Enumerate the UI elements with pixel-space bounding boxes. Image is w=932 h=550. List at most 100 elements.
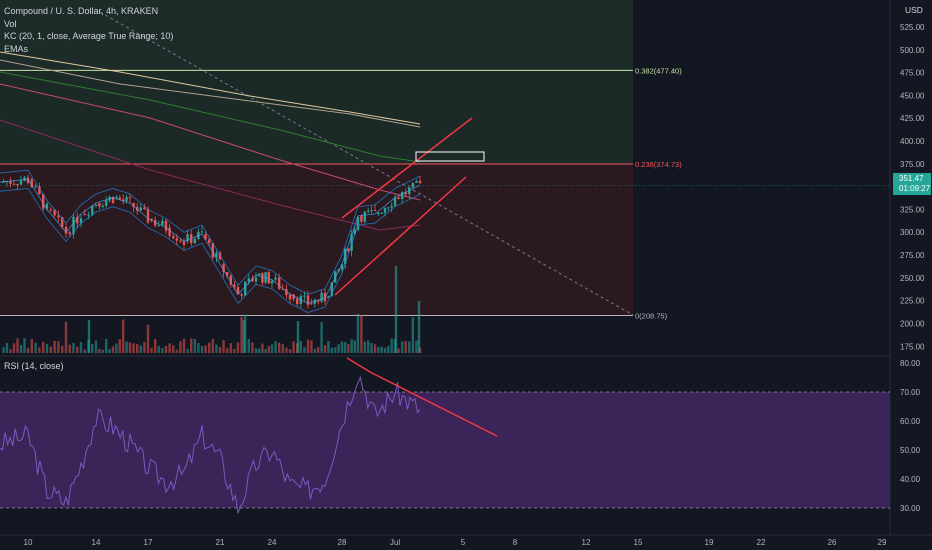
candle-body bbox=[393, 197, 397, 206]
volume-bar bbox=[125, 341, 128, 353]
volume-bar bbox=[172, 345, 175, 353]
volume-bar bbox=[251, 342, 254, 353]
rsi-line bbox=[0, 375, 421, 514]
candle-body bbox=[383, 207, 387, 213]
candle-body bbox=[79, 218, 83, 224]
price-tick-label: 175.00 bbox=[900, 342, 925, 351]
candle-body bbox=[76, 216, 79, 224]
candle-body bbox=[222, 264, 225, 273]
candle-body bbox=[161, 220, 164, 226]
volume-bar bbox=[98, 348, 101, 353]
rsi-divergence-short bbox=[346, 357, 371, 373]
candle-body bbox=[296, 298, 299, 304]
rsi-legend[interactable]: RSI (14, close) bbox=[4, 361, 64, 371]
volume-bar bbox=[303, 347, 306, 353]
volume-bar bbox=[411, 317, 415, 353]
candle-body bbox=[281, 288, 284, 290]
volume-bar bbox=[186, 348, 189, 353]
last-price-tag: 351.47 01:09:27 bbox=[893, 173, 931, 195]
candle-body bbox=[387, 207, 390, 209]
candle-body bbox=[373, 210, 377, 212]
candle-body bbox=[122, 199, 125, 201]
time-tick-label: 29 bbox=[878, 538, 887, 547]
indicator-vol[interactable]: Vol bbox=[4, 18, 17, 29]
volume-bar bbox=[373, 344, 377, 353]
candle-body bbox=[240, 294, 243, 296]
candle-body bbox=[9, 181, 12, 184]
volume-bar bbox=[38, 347, 41, 353]
volume-bar bbox=[101, 349, 104, 353]
volume-bar bbox=[233, 348, 236, 353]
time-tick-label: 22 bbox=[757, 538, 766, 547]
rsi-tick-label: 80.00 bbox=[900, 359, 921, 368]
time-tick-label: 5 bbox=[461, 538, 466, 547]
volume-bar bbox=[264, 349, 267, 353]
rsi-band-fill bbox=[0, 392, 890, 508]
candle-body bbox=[168, 227, 171, 237]
indicator-kc[interactable]: KC (20, 1, close, Average True Range; 10… bbox=[4, 31, 174, 41]
volume-bar bbox=[313, 348, 316, 353]
candle-body bbox=[310, 303, 313, 305]
volume-bar bbox=[380, 346, 383, 353]
volume-bar bbox=[182, 338, 186, 353]
candle-body bbox=[340, 264, 344, 270]
price-tick-label: 450.00 bbox=[900, 91, 925, 100]
candle-body bbox=[251, 278, 254, 282]
volume-bar bbox=[215, 344, 218, 353]
volume-bar bbox=[94, 340, 98, 353]
volume-bar bbox=[288, 349, 292, 353]
candle-body bbox=[367, 210, 370, 212]
volume-bar bbox=[139, 345, 142, 353]
candle-body bbox=[267, 272, 270, 284]
volume-bar bbox=[320, 322, 323, 353]
volume-bar bbox=[278, 342, 281, 353]
volume-bar bbox=[150, 347, 153, 353]
volume-bar bbox=[53, 340, 56, 353]
ema-line-1 bbox=[0, 59, 421, 128]
candle-body bbox=[132, 203, 135, 207]
candle-body bbox=[186, 234, 189, 242]
candle-body bbox=[87, 214, 90, 216]
candle-body bbox=[215, 252, 218, 258]
volume-bar bbox=[204, 345, 207, 353]
volume-bar bbox=[270, 344, 274, 353]
candle-body bbox=[261, 273, 264, 283]
volume-group bbox=[2, 266, 422, 353]
volume-bar bbox=[383, 347, 387, 353]
volume-bar bbox=[292, 341, 295, 353]
symbol-title[interactable]: Compound / U. S. Dollar, 4h, KRAKEN bbox=[4, 6, 159, 16]
channel-upper-line bbox=[341, 117, 473, 219]
volume-bar bbox=[323, 345, 327, 353]
candle-body bbox=[236, 287, 240, 295]
candle-body bbox=[233, 284, 236, 288]
candle-body bbox=[254, 277, 258, 282]
price-tick-label: 500.00 bbox=[900, 46, 925, 55]
volume-bar bbox=[347, 343, 350, 353]
candle-body bbox=[397, 197, 400, 200]
candle-body bbox=[303, 295, 306, 297]
rsi-tick-label: 70.00 bbox=[900, 388, 921, 397]
volume-bar bbox=[334, 347, 337, 353]
volume-bar bbox=[337, 344, 340, 353]
candle-body bbox=[53, 209, 56, 216]
candle-body bbox=[157, 225, 160, 227]
fib-zone-middle bbox=[0, 70, 633, 165]
price-tick-label: 375.00 bbox=[900, 160, 925, 169]
volume-bar bbox=[61, 345, 64, 353]
candle-body bbox=[200, 231, 204, 233]
candle-body bbox=[313, 300, 316, 304]
indicator-emas[interactable]: EMAs bbox=[4, 43, 29, 54]
candle-body bbox=[72, 216, 75, 234]
fib-label-1: 0.236(374.73) bbox=[635, 160, 682, 169]
candle-body bbox=[115, 197, 118, 199]
candle-body bbox=[380, 212, 383, 214]
candle-body bbox=[278, 277, 281, 289]
volume-bar bbox=[267, 346, 270, 353]
volume-spike bbox=[394, 266, 398, 353]
candle-body bbox=[19, 180, 23, 185]
volume-bar bbox=[363, 341, 366, 353]
volume-bar bbox=[208, 342, 211, 353]
rsi-tick-label: 40.00 bbox=[900, 475, 921, 484]
price-tick-label: 225.00 bbox=[900, 297, 925, 306]
